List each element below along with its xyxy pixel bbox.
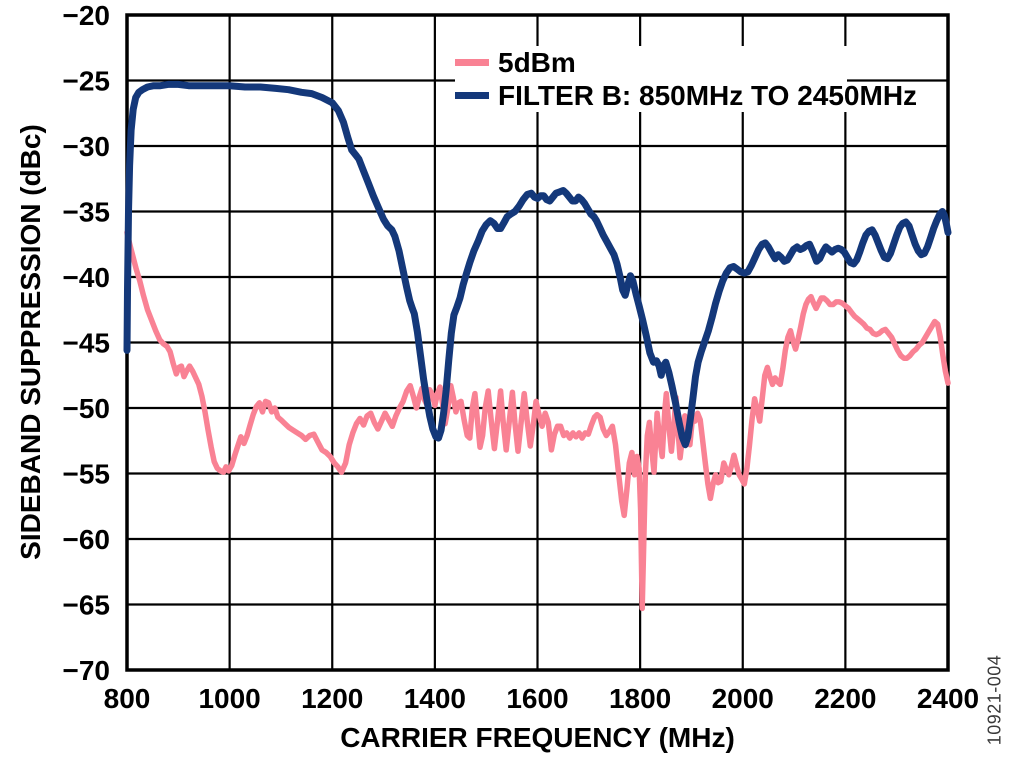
svg-text:−65: −65 <box>63 590 111 621</box>
legend-label: 5dBm <box>498 46 576 78</box>
grid-lines <box>125 13 950 672</box>
svg-text:−40: −40 <box>63 262 111 293</box>
svg-text:−35: −35 <box>63 197 111 228</box>
svg-text:1200: 1200 <box>301 683 363 714</box>
svg-text:−20: −20 <box>63 0 111 31</box>
legend-item: FILTER B: 850MHz TO 2450MHz <box>455 80 917 111</box>
svg-text:2200: 2200 <box>814 683 876 714</box>
svg-text:1800: 1800 <box>609 683 671 714</box>
x-tick-labels: 800 1000 1200 1400 1600 1800 2000 2200 2400 <box>104 683 980 714</box>
svg-text:−45: −45 <box>63 328 111 359</box>
y-axis-title: SIDEBAND SUPPRESSION (dBc) <box>15 124 46 560</box>
svg-text:−60: −60 <box>63 524 111 555</box>
y-tick-labels: −20 −25 −30 −35 −40 −45 −50 −55 −60 −65 −70 <box>63 0 111 686</box>
svg-text:1000: 1000 <box>198 683 260 714</box>
svg-text:−55: −55 <box>63 459 111 490</box>
svg-text:800: 800 <box>104 683 151 714</box>
svg-text:1600: 1600 <box>506 683 568 714</box>
svg-text:1400: 1400 <box>404 683 466 714</box>
svg-text:2400: 2400 <box>917 683 979 714</box>
x-axis-title: CARRIER FREQUENCY (MHz) <box>340 722 735 753</box>
svg-text:−50: −50 <box>63 393 111 424</box>
legend-swatch <box>455 92 489 99</box>
figure-code: 10921-004 <box>984 654 1005 746</box>
svg-text:−70: −70 <box>63 655 111 686</box>
series-lines <box>123 80 952 612</box>
legend-label: FILTER B: 850MHz TO 2450MHz <box>498 79 918 111</box>
svg-text:−25: −25 <box>63 66 111 97</box>
legend-item: 5dBm <box>455 47 847 78</box>
legend-swatch <box>455 59 489 66</box>
legend: 5dBm FILTER B: 850MHz TO 2450MHz <box>455 46 917 112</box>
svg-text:2000: 2000 <box>712 683 774 714</box>
svg-text:−30: −30 <box>63 131 111 162</box>
